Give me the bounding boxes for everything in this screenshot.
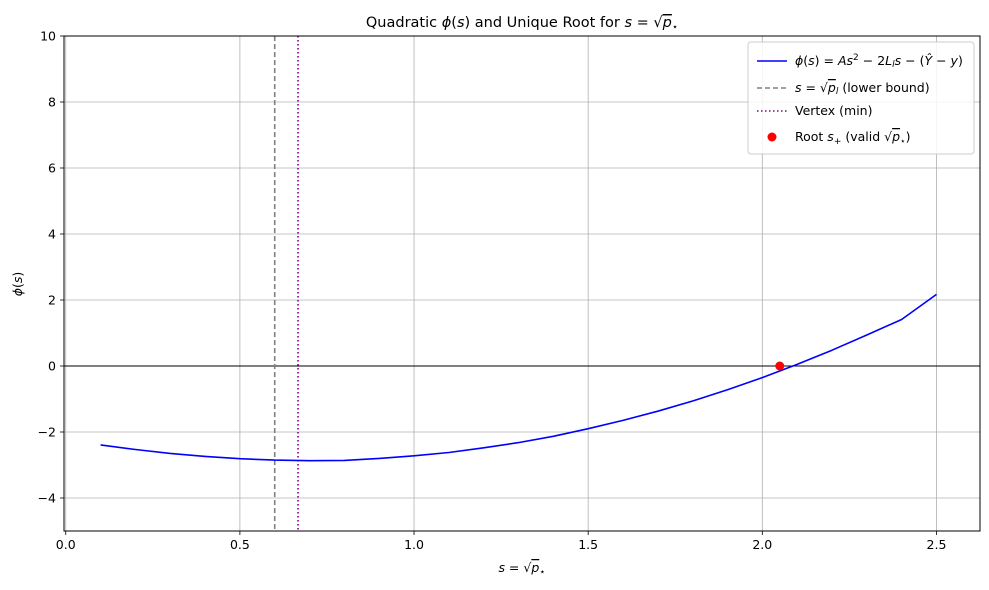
x-tick-label: 0.5 xyxy=(230,537,250,552)
legend-label-vertex: Vertex (min) xyxy=(795,103,872,118)
x-tick-label: 1.0 xyxy=(404,537,424,552)
x-axis-label: s = √p⋆ xyxy=(498,560,545,578)
axes-frame xyxy=(63,35,981,532)
root-point xyxy=(775,361,785,371)
x-tick-label: 0.0 xyxy=(56,537,76,552)
x-tick-label: 2.5 xyxy=(927,537,947,552)
y-tick-label: 0 xyxy=(48,359,56,374)
x-tick-label: 1.5 xyxy=(578,537,598,552)
y-tick-label: 8 xyxy=(48,95,56,110)
legend: ϕ(s) = As2 − 2Lls − (Ŷ − y) s = √pl (low… xyxy=(747,41,975,155)
legend-label-lower-bound: s = √pl (lower bound) xyxy=(795,80,930,97)
plot-area xyxy=(64,36,980,531)
y-ticks: −4 −2 0 2 4 6 8 10 xyxy=(38,29,64,506)
x-tick-label: 2.0 xyxy=(752,537,772,552)
y-tick-label: 2 xyxy=(48,293,56,308)
legend-label-root: Root s+ (valid √p⋆) xyxy=(795,129,911,147)
y-tick-label: 6 xyxy=(48,161,56,176)
y-axis-label: ϕ(s) xyxy=(10,272,25,297)
legend-box xyxy=(747,41,975,155)
legend-label-curve: ϕ(s) = As2 − 2Lls − (Ŷ − y) xyxy=(795,53,963,70)
legend-swatch-root xyxy=(767,132,777,142)
x-ticks: 0.0 0.5 1.0 1.5 2.0 2.5 xyxy=(56,531,947,552)
phi-curve xyxy=(100,293,937,462)
y-tick-label: −4 xyxy=(38,491,56,506)
y-tick-label: 10 xyxy=(40,29,56,44)
y-tick-label: −2 xyxy=(38,425,56,440)
y-tick-label: 4 xyxy=(48,227,56,242)
chart-title: Quadratic ϕ(s) and Unique Root for s = √… xyxy=(366,15,678,33)
